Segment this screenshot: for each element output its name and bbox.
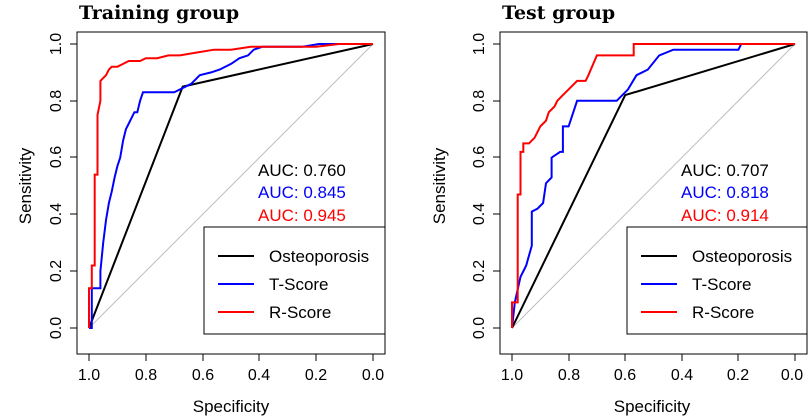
y-axis: 0.0 0.2 0.4 0.6 0.8 1.0 (48, 33, 78, 339)
y-tick-label: 0.4 (471, 203, 488, 225)
x-tick-label: 0.0 (781, 367, 803, 384)
y-tick-label: 0.2 (48, 260, 65, 282)
legend-label-r-score: R-Score (692, 303, 754, 322)
y-tick-label: 0.6 (471, 146, 488, 168)
y-tick-label: 1.0 (471, 33, 488, 55)
auc-label-osteoporosis: AUC: 0.707 (681, 161, 769, 180)
auc-label-osteoporosis: AUC: 0.760 (258, 161, 346, 180)
x-tick-label: 0.0 (362, 367, 384, 384)
y-tick-label: 0.8 (471, 90, 488, 112)
x-tick-label: 1.0 (501, 367, 523, 384)
panel-test: Test group Sensitivity Specificity 0.0 0… (430, 2, 808, 416)
auc-label-t-score: AUC: 0.845 (258, 183, 346, 202)
y-tick-label: 1.0 (48, 33, 65, 55)
auc-label-r-score: AUC: 0.914 (681, 206, 769, 225)
roc-curves (511, 43, 796, 329)
y-axis-label: Sensitivity (16, 147, 35, 224)
panel-title: Training group (79, 2, 239, 24)
x-tick-label: 1.0 (78, 367, 100, 384)
x-tick-label: 0.4 (671, 367, 693, 384)
roc-curve-r-score (88, 43, 373, 328)
legend: Osteoporosis T-Score R-Score (203, 226, 386, 335)
x-axis: 1.0 0.8 0.6 0.4 0.2 0.0 (501, 353, 803, 384)
legend-box (203, 226, 386, 335)
x-tick-label: 0.6 (614, 367, 636, 384)
x-axis-label: Specificity (193, 397, 270, 416)
y-tick-label: 0.0 (48, 317, 65, 339)
roc-curve-osteoporosis (511, 43, 796, 329)
y-tick-label: 0.6 (48, 146, 65, 168)
x-tick-label: 0.6 (192, 367, 214, 384)
y-axis-label: Sensitivity (430, 147, 449, 224)
x-tick-label: 0.2 (305, 367, 327, 384)
reference-diagonal (88, 43, 374, 329)
x-tick-label: 0.8 (558, 367, 580, 384)
y-tick-label: 0.4 (48, 203, 65, 225)
legend-label-t-score: T-Score (269, 275, 329, 294)
panel-training: Training group Sensitivity Specificity 0… (16, 2, 386, 416)
y-tick-label: 0.8 (48, 90, 65, 112)
plot-frame (499, 31, 808, 355)
plot-frame (76, 31, 386, 355)
auc-label-r-score: AUC: 0.945 (258, 206, 346, 225)
reference-diagonal (511, 43, 796, 329)
panel-title: Test group (502, 2, 615, 24)
legend-label-osteoporosis: Osteoporosis (269, 247, 369, 266)
roc-curve-osteoporosis (88, 43, 374, 329)
auc-label-t-score: AUC: 0.818 (681, 183, 769, 202)
legend: Osteoporosis T-Score R-Score (626, 226, 808, 335)
x-tick-label: 0.8 (135, 367, 157, 384)
y-tick-label: 0.2 (471, 260, 488, 282)
roc-curves (88, 43, 374, 329)
roc-curve-r-score (511, 43, 795, 328)
y-axis: 0.0 0.2 0.4 0.6 0.8 1.0 (471, 33, 501, 339)
legend-label-osteoporosis: Osteoporosis (692, 247, 792, 266)
legend-label-t-score: T-Score (692, 275, 752, 294)
y-tick-label: 0.0 (471, 317, 488, 339)
x-axis-label: Specificity (614, 397, 691, 416)
x-tick-label: 0.4 (248, 367, 270, 384)
legend-box (626, 226, 808, 335)
legend-label-r-score: R-Score (269, 303, 331, 322)
x-axis: 1.0 0.8 0.6 0.4 0.2 0.0 (78, 353, 384, 384)
x-tick-label: 0.2 (727, 367, 749, 384)
roc-curve-t-score (511, 43, 795, 329)
